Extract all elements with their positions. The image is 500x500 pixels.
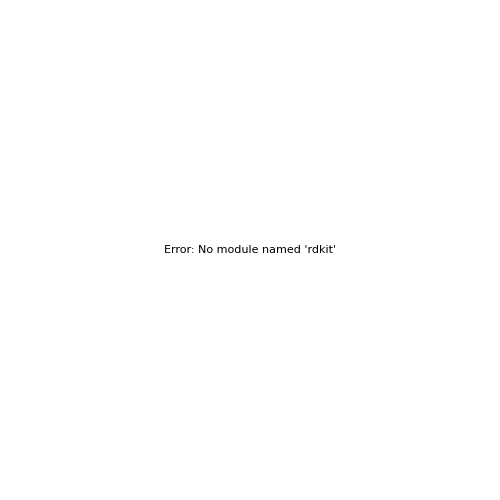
Text: Error: No module named 'rdkit': Error: No module named 'rdkit' bbox=[164, 245, 336, 255]
